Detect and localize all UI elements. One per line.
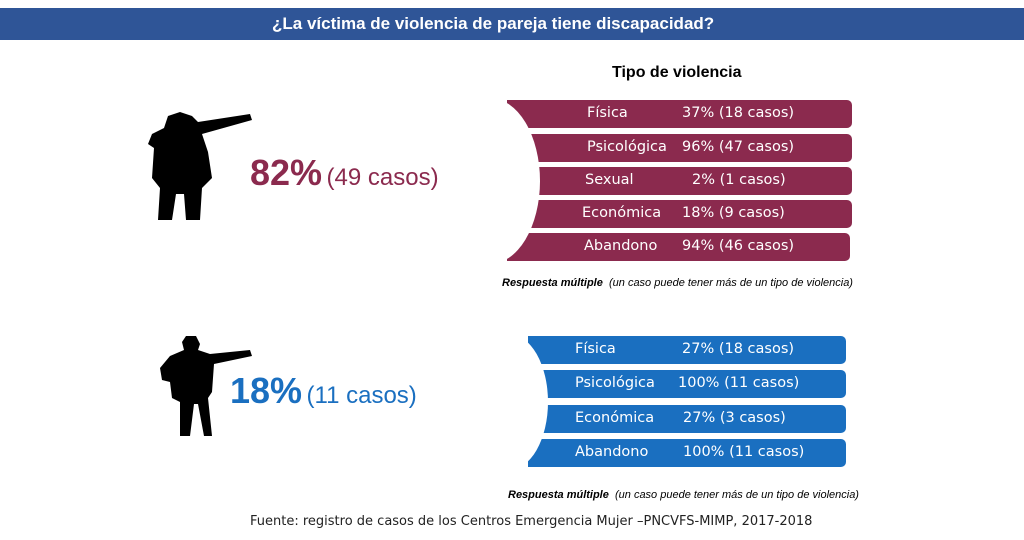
group-1-summary: 82% (49 casos)	[250, 152, 439, 194]
person-silhouette-icon	[160, 336, 252, 436]
row-value: 27% (18 casos)	[682, 341, 795, 357]
note-bold: Respuesta múltiple	[502, 277, 603, 289]
group-2-cases: (11 casos)	[306, 382, 417, 409]
row-label: Psicológica	[587, 139, 667, 155]
section-title: Tipo de violencia	[612, 64, 742, 81]
note-text: (un caso puede tener más de un tipo de v…	[608, 277, 853, 289]
row-value: 27% (3 casos)	[683, 410, 786, 426]
bar-row: Económica 27% (3 casos)	[528, 405, 846, 433]
note-bold: Respuesta múltiple	[508, 489, 609, 501]
row-label: Abandono	[575, 444, 649, 460]
header-bar: ¿La víctima de violencia de pareja tiene…	[0, 8, 1024, 40]
row-label: Abandono	[584, 238, 658, 254]
row-value: 94% (46 casos)	[682, 238, 795, 254]
group-2-note: Respuesta múltiple (un caso puede tener …	[508, 489, 859, 501]
row-label: Sexual	[585, 172, 634, 188]
row-label: Económica	[575, 410, 655, 426]
source-note: Fuente: registro de casos de los Centros…	[250, 514, 813, 529]
group-2-percent: 18%	[230, 370, 303, 411]
bar-row: Abandono 100% (11 casos)	[528, 439, 846, 467]
group-1-cases: (49 casos)	[326, 164, 439, 191]
person-silhouette-icon	[148, 112, 252, 220]
page-title: ¿La víctima de violencia de pareja tiene…	[272, 14, 715, 33]
row-value: 96% (47 casos)	[682, 139, 795, 155]
row-value: 37% (18 casos)	[682, 105, 795, 121]
bar-row: Psicológica 96% (47 casos)	[507, 134, 852, 162]
group-1-percent: 82%	[250, 152, 323, 193]
row-label: Física	[587, 105, 628, 121]
bar-row: Abandono 94% (46 casos)	[507, 233, 850, 261]
bar-row: Sexual 2% (1 casos)	[507, 167, 852, 195]
row-label: Psicológica	[575, 375, 655, 391]
row-value: 18% (9 casos)	[682, 205, 785, 221]
row-label: Física	[575, 341, 616, 357]
bar-row: Psicológica 100% (11 casos)	[528, 370, 846, 398]
bar-row: Física 27% (18 casos)	[528, 336, 846, 364]
group-1-note: Respuesta múltiple (un caso puede tener …	[502, 277, 853, 289]
row-label: Económica	[582, 205, 662, 221]
row-value: 100% (11 casos)	[683, 444, 805, 460]
note-text: (un caso puede tener más de un tipo de v…	[614, 489, 859, 501]
row-value: 100% (11 casos)	[678, 375, 800, 391]
row-value: 2% (1 casos)	[692, 172, 786, 188]
bar-row: Física 37% (18 casos)	[507, 100, 852, 128]
group-2-summary: 18% (11 casos)	[230, 370, 417, 412]
bar-row: Económica 18% (9 casos)	[507, 200, 852, 228]
